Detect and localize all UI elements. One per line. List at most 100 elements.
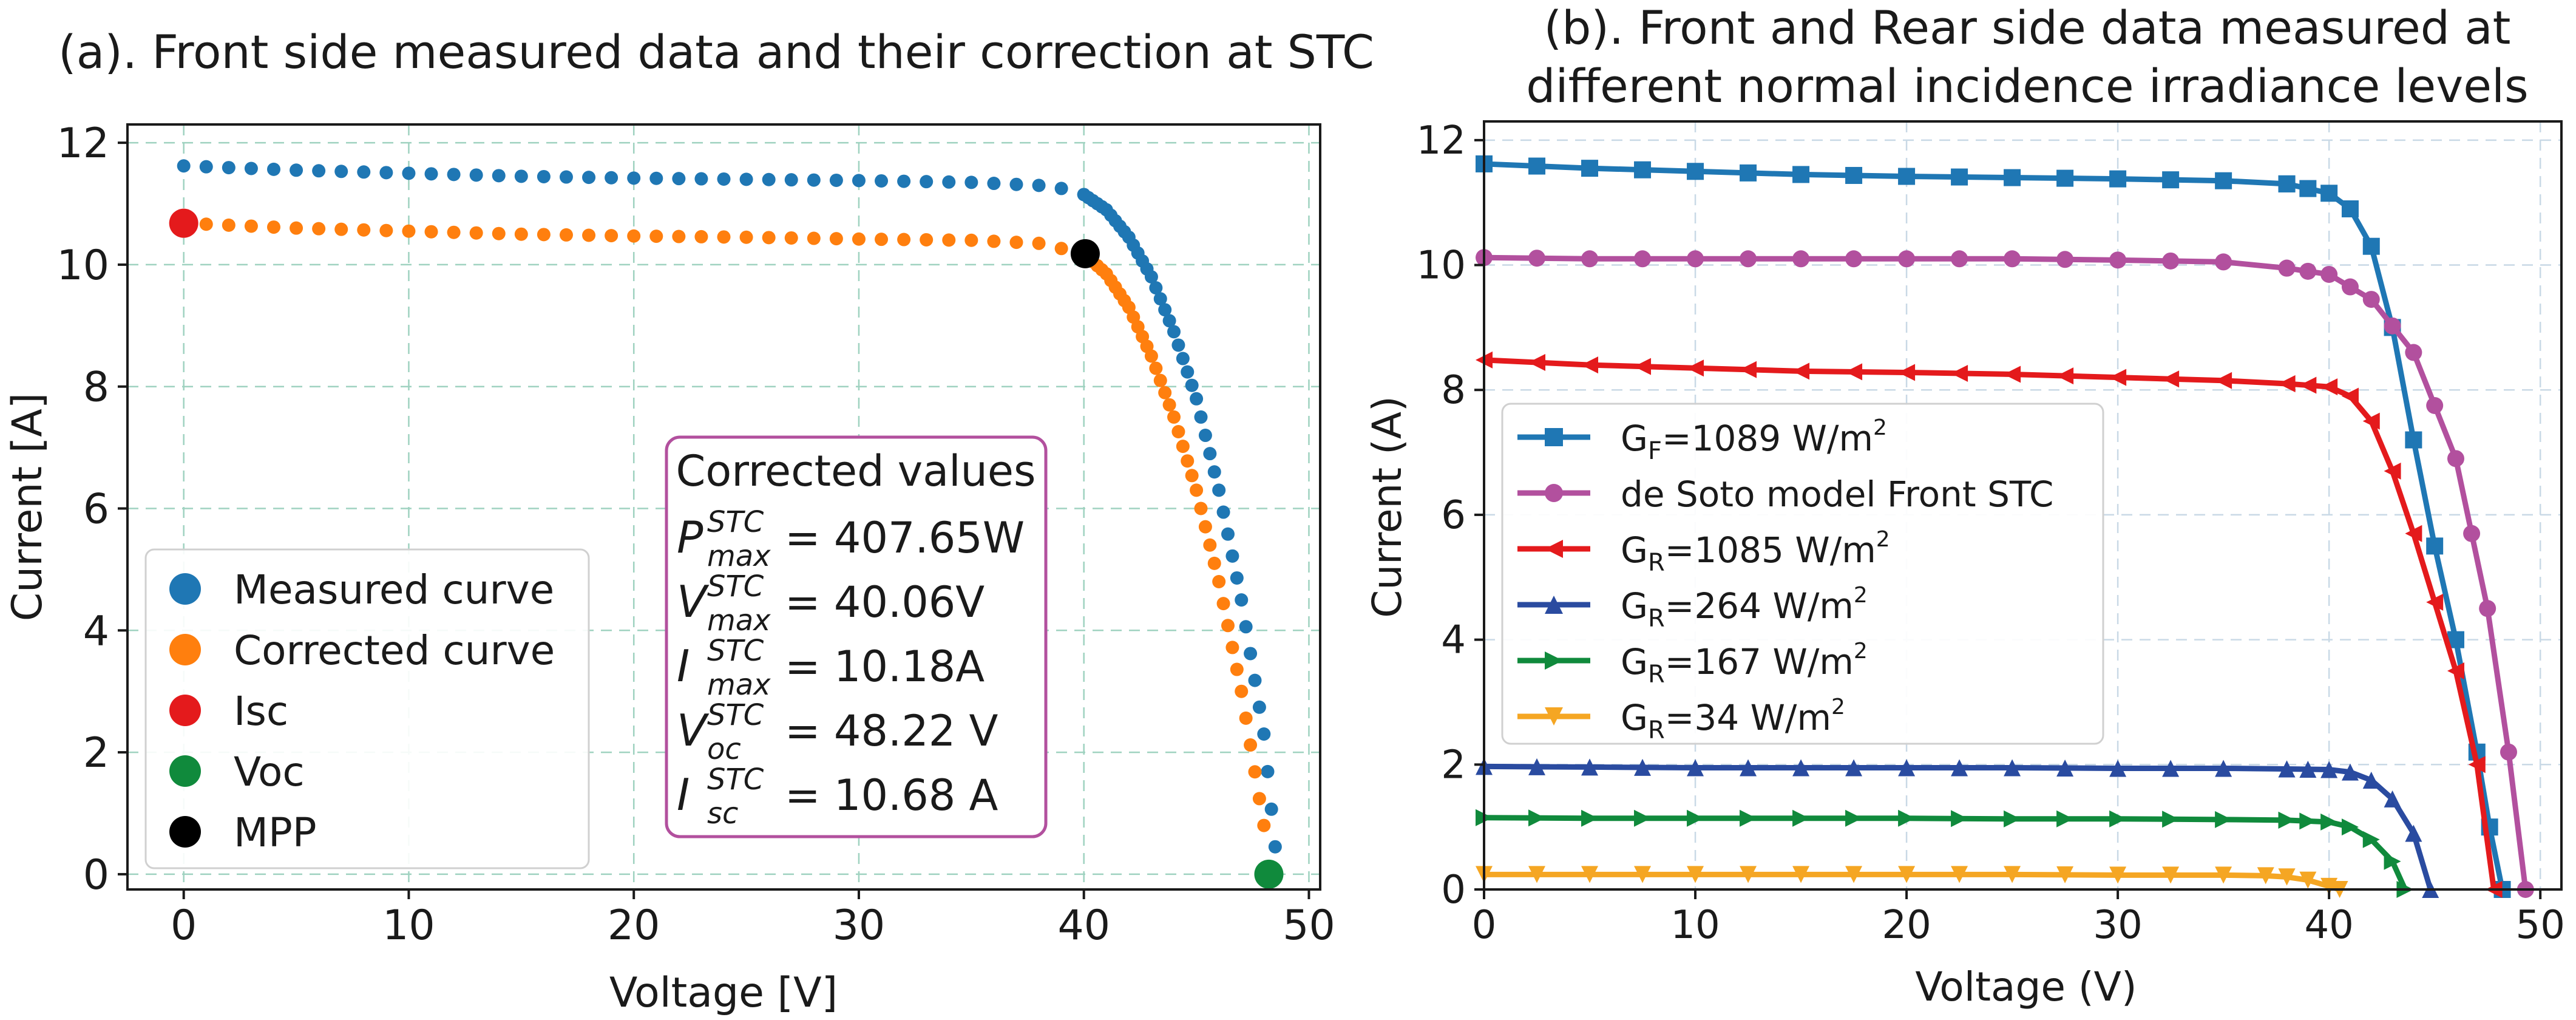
data-point (537, 169, 551, 183)
series-marker (2320, 265, 2338, 283)
data-point (1144, 349, 1158, 363)
series-marker (1581, 160, 1599, 177)
series-marker (2056, 169, 2074, 187)
panel-a-ticks: 0 10 20 30 40 50 0 2 4 6 8 10 12 (56, 120, 1335, 950)
series-marker (2362, 772, 2380, 789)
data-point (266, 220, 280, 234)
data-point (1244, 647, 1258, 661)
data-point (694, 172, 708, 186)
legend-entry: GR=167 W/m2 (1517, 639, 1868, 688)
data-point (447, 168, 461, 182)
series-marker (1687, 759, 1704, 777)
data-point-mpp (1070, 239, 1100, 268)
data-point (424, 225, 438, 239)
series-marker (2299, 180, 2317, 197)
x-tick-label: 50 (2515, 903, 2564, 948)
data-point (402, 166, 416, 180)
value: = 40.06V (785, 577, 985, 627)
series-marker (2468, 756, 2486, 773)
data-point (1230, 662, 1244, 676)
series-marker (1740, 164, 1757, 182)
legend-entry: de Soto model Front STC (1517, 474, 2053, 515)
data-point (1248, 765, 1262, 779)
series-marker (1792, 809, 1810, 827)
x-tick-label: 30 (833, 902, 886, 950)
series-marker (1740, 250, 1757, 268)
series-line (1484, 871, 2340, 892)
data-point (807, 231, 821, 245)
series-marker (2405, 431, 2422, 449)
series-b-1 (1476, 249, 2534, 898)
panel-b-ticks: 0 10 20 30 40 50 0 2 4 6 8 10 12 (1417, 118, 2565, 948)
var-sup: STC (707, 763, 764, 797)
series-marker (1581, 809, 1599, 827)
data-point-isc (169, 208, 198, 238)
series-measured-curve (177, 159, 1282, 854)
panel-b-series (1476, 155, 2534, 898)
legend-label: GR=167 W/m2 (1621, 639, 1868, 688)
series-marker (1792, 362, 1810, 380)
series-marker (2162, 760, 2180, 777)
y-tick-label: 0 (83, 851, 109, 899)
var-sup: STC (707, 698, 764, 732)
series-marker (1687, 809, 1704, 827)
data-point (1244, 738, 1258, 752)
series-marker (1581, 866, 1599, 883)
series-marker (2341, 763, 2359, 781)
data-point (964, 175, 978, 189)
data-point (1252, 700, 1266, 714)
var-symbol: P (677, 512, 703, 563)
data-point (424, 167, 438, 181)
data-point (1190, 483, 1204, 497)
series-marker (2278, 259, 2296, 277)
legend-label: Isc (234, 688, 288, 735)
series-marker (2278, 375, 2296, 392)
data-point (1268, 840, 1282, 854)
series-marker (2362, 831, 2380, 848)
series-marker (1792, 250, 1810, 268)
data-point (222, 161, 236, 175)
series-marker (1898, 809, 1916, 827)
series-marker (2384, 790, 2401, 807)
data-point (739, 230, 753, 244)
data-point (290, 163, 303, 177)
data-point (290, 221, 303, 235)
data-point (1257, 727, 1271, 741)
data-point (627, 171, 641, 185)
data-point (762, 172, 776, 186)
data-point (1235, 684, 1249, 698)
series-marker (2500, 743, 2517, 761)
panel-b-frame (1483, 120, 2563, 891)
data-point (1207, 465, 1221, 479)
data-point (784, 173, 798, 187)
data-point (605, 229, 619, 243)
value: = 10.68 A (785, 770, 998, 820)
y-tick-label: 10 (56, 242, 109, 290)
series-marker (2341, 818, 2359, 836)
data-point (469, 226, 483, 240)
data-point (1009, 177, 1023, 191)
data-point-voc (1254, 859, 1284, 889)
series-marker (1634, 250, 1652, 268)
series-marker (2447, 450, 2464, 467)
series-marker (2215, 372, 2232, 389)
value: = 48.22 V (785, 706, 998, 756)
legend-marker (169, 755, 201, 787)
legend-label: MPP (234, 809, 317, 856)
series-marker (2109, 170, 2127, 188)
legend-marker (1545, 651, 1563, 670)
x-tick-label: 0 (171, 902, 197, 950)
data-point (1257, 818, 1271, 832)
var-sub: max (707, 604, 771, 638)
corrected-values-frame (665, 435, 1048, 838)
legend-entry: GR=1085 W/m2 (1517, 527, 1890, 577)
series-marker (1528, 758, 1546, 775)
data-point (1212, 483, 1226, 497)
data-point (987, 177, 1001, 191)
series-marker (2362, 237, 2380, 255)
data-point (492, 169, 506, 183)
data-point (244, 219, 258, 233)
